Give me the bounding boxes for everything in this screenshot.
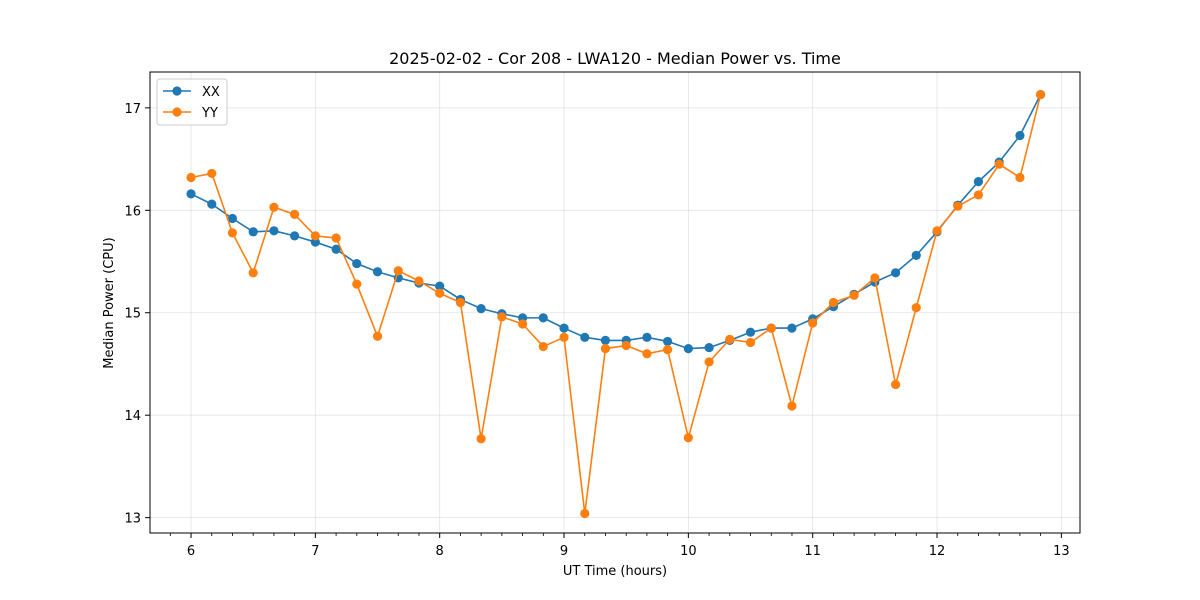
data-point-xx bbox=[538, 313, 548, 323]
data-point-xx bbox=[559, 323, 569, 333]
data-point-xx bbox=[372, 267, 383, 277]
data-point-yy bbox=[310, 231, 320, 241]
data-point-yy bbox=[683, 433, 693, 443]
data-point-yy bbox=[662, 345, 673, 355]
legend-label-xx: XX bbox=[202, 85, 220, 100]
data-point-xx bbox=[331, 244, 341, 254]
data-point-yy bbox=[1015, 172, 1025, 183]
data-point-yy bbox=[911, 303, 921, 313]
series-layer bbox=[186, 89, 1046, 519]
data-point-xx bbox=[642, 332, 652, 342]
y-tick-label: 14 bbox=[124, 409, 141, 424]
data-point-yy bbox=[725, 334, 735, 344]
data-point-yy bbox=[559, 332, 569, 342]
data-point-xx bbox=[352, 258, 362, 269]
data-point-yy bbox=[455, 297, 466, 308]
data-point-yy bbox=[1035, 89, 1046, 100]
data-point-yy bbox=[580, 508, 590, 519]
chart-title: 2025-02-02 - Cor 208 - LWA120 - Median P… bbox=[389, 49, 841, 68]
plot-area-frame bbox=[149, 71, 1081, 534]
data-point-yy bbox=[227, 228, 238, 238]
y-tick-label: 13 bbox=[124, 512, 141, 527]
legend-marker-xx bbox=[172, 86, 182, 96]
data-point-xx bbox=[662, 336, 673, 347]
data-point-yy bbox=[518, 319, 528, 329]
data-point-yy bbox=[476, 434, 486, 444]
data-point-xx bbox=[683, 344, 693, 354]
data-point-yy bbox=[766, 323, 776, 333]
x-tick-label: 13 bbox=[1053, 544, 1070, 559]
x-tick-label: 10 bbox=[680, 544, 697, 559]
grid-layer bbox=[150, 72, 1080, 533]
x-tick-label: 12 bbox=[929, 544, 946, 559]
data-point-xx bbox=[476, 304, 486, 314]
data-point-xx bbox=[186, 189, 196, 199]
data-point-yy bbox=[621, 340, 631, 351]
data-point-yy bbox=[745, 337, 756, 348]
data-point-xx bbox=[289, 231, 300, 241]
x-tick-label: 8 bbox=[436, 544, 444, 559]
x-tick-label: 6 bbox=[187, 544, 195, 559]
y-tick-label: 15 bbox=[124, 307, 141, 322]
y-tick-label: 17 bbox=[124, 102, 141, 117]
data-point-xx bbox=[745, 327, 756, 337]
data-point-xx bbox=[435, 281, 445, 291]
data-point-yy bbox=[870, 273, 880, 283]
data-point-yy bbox=[331, 233, 341, 243]
data-point-xx bbox=[973, 177, 984, 187]
data-point-yy bbox=[973, 190, 984, 200]
data-point-yy bbox=[953, 201, 963, 211]
x-tick-label: 9 bbox=[560, 544, 568, 559]
data-point-yy bbox=[269, 202, 279, 212]
data-point-xx bbox=[787, 323, 797, 333]
data-point-yy bbox=[414, 276, 424, 286]
x-tick-label: 7 bbox=[311, 544, 319, 559]
data-point-xx bbox=[911, 250, 921, 260]
legend-label-yy: YY bbox=[201, 106, 218, 121]
data-point-yy bbox=[704, 357, 714, 367]
data-point-xx bbox=[207, 199, 217, 209]
data-point-yy bbox=[289, 209, 300, 219]
data-point-xx bbox=[227, 213, 238, 224]
y-axis-label: Median Power (CPU) bbox=[102, 237, 117, 368]
x-axis-label: UT Time (hours) bbox=[563, 564, 667, 579]
axis-layer: 6 7 8 9 10 11 12 13 13 14 15 16 17 bbox=[124, 102, 1069, 559]
legend-marker-yy bbox=[172, 107, 182, 117]
data-point-yy bbox=[600, 344, 611, 354]
y-tick-label: 16 bbox=[124, 204, 141, 219]
data-point-yy bbox=[372, 331, 383, 341]
data-point-xx bbox=[891, 268, 901, 278]
data-point-yy bbox=[497, 312, 507, 322]
legend: XX YY bbox=[156, 78, 228, 126]
data-point-yy bbox=[435, 288, 445, 298]
data-point-yy bbox=[994, 159, 1004, 169]
data-point-yy bbox=[352, 279, 362, 289]
data-point-xx bbox=[704, 342, 714, 353]
data-point-yy bbox=[891, 379, 901, 390]
data-point-xx bbox=[248, 227, 258, 237]
data-point-yy bbox=[393, 266, 403, 276]
data-point-xx bbox=[600, 335, 611, 346]
data-point-yy bbox=[207, 168, 217, 179]
data-point-yy bbox=[932, 226, 942, 236]
data-point-yy bbox=[642, 349, 652, 359]
data-point-yy bbox=[787, 401, 797, 411]
data-point-yy bbox=[538, 341, 548, 352]
data-point-yy bbox=[186, 172, 196, 183]
data-point-xx bbox=[580, 332, 590, 342]
data-point-yy bbox=[849, 290, 859, 300]
data-point-yy bbox=[248, 268, 258, 278]
data-point-yy bbox=[828, 297, 839, 308]
data-point-xx bbox=[269, 226, 279, 236]
x-tick-label: 11 bbox=[804, 544, 821, 559]
data-point-yy bbox=[808, 318, 818, 328]
data-point-xx bbox=[1015, 130, 1025, 141]
